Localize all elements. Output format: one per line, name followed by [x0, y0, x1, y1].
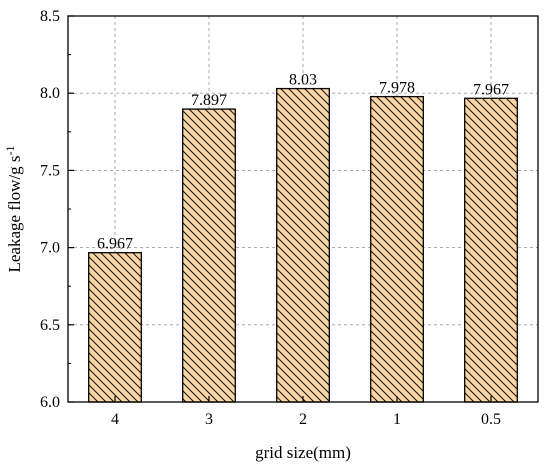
bars: 6.967 7.897 8.03 7.978 7.967 [88, 72, 518, 403]
data-label: 7.967 [473, 81, 509, 98]
bar [182, 108, 236, 403]
x-tick-label: 4 [111, 411, 119, 428]
bar [88, 252, 142, 403]
y-tick-label: 6.5 [40, 317, 60, 334]
y-axis-title: Leakage flow/g s-1 [3, 145, 24, 272]
x-tick-label: 3 [205, 411, 213, 428]
y-tick-label: 7.0 [40, 240, 60, 257]
y-tick-label: 8.0 [40, 85, 60, 102]
bar [464, 97, 518, 403]
data-label: 7.978 [379, 80, 415, 97]
data-label: 8.03 [289, 72, 317, 89]
data-label: 6.967 [97, 236, 133, 253]
y-axis-title-text: Leakage flow/g s [5, 155, 24, 272]
data-label: 7.897 [191, 92, 227, 109]
y-tick-label: 6.0 [40, 394, 60, 411]
y-tick-label: 8.5 [40, 8, 60, 25]
bar [370, 95, 424, 403]
x-axis-title: grid size(mm) [255, 443, 351, 462]
x-tick-label: 2 [299, 411, 307, 428]
bar [276, 87, 330, 403]
x-tick-label: 1 [393, 411, 401, 428]
x-tick-label: 0.5 [481, 411, 501, 428]
y-axis-title-superscript: -1 [3, 145, 17, 155]
axis-ticks: 6.0 6.5 7.0 7.5 8.0 8.5 4 3 2 1 0.5 [40, 8, 501, 428]
y-tick-label: 7.5 [40, 162, 60, 179]
